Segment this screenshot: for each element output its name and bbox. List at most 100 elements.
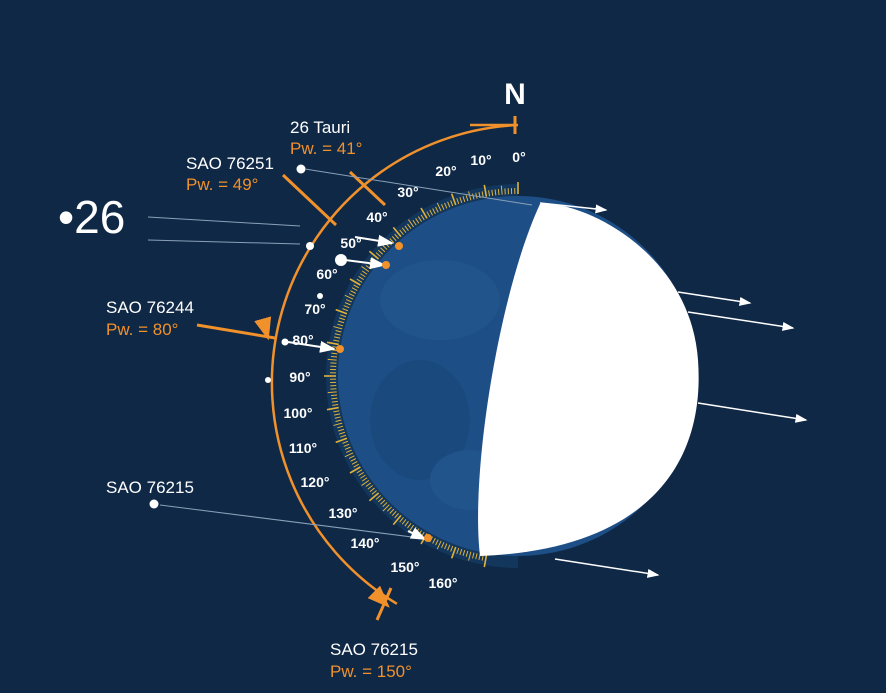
scale-tick [344, 452, 354, 458]
scale-tick [326, 406, 339, 411]
scale-tick [349, 278, 361, 286]
scale-tick [337, 323, 344, 327]
deg-label-20: 20° [435, 163, 456, 179]
scale-tick [468, 551, 472, 561]
scale-tick [488, 190, 491, 197]
scale-tick [491, 189, 494, 196]
scale-tick [377, 497, 384, 503]
scale-tick [335, 419, 342, 422]
scale-tick [340, 314, 347, 318]
deg-label-60: 60° [316, 266, 337, 282]
star-dot-26-tauri [296, 164, 306, 174]
star-dot-sao-76251 [306, 242, 314, 250]
scale-tick [441, 542, 445, 548]
scale-tick [340, 434, 347, 438]
scale-tick [401, 519, 407, 525]
scale-tick [394, 513, 399, 519]
scale-tick [380, 247, 386, 253]
scale-tick [420, 214, 425, 221]
scale-tick [333, 326, 343, 330]
scale-tick [380, 499, 386, 505]
scale-tick [394, 233, 399, 239]
scale-tick [327, 358, 337, 361]
scale-tick [338, 428, 345, 432]
deg-label-0: 0° [512, 149, 525, 165]
scale-tick [497, 188, 500, 196]
deg-label-130: 130° [329, 505, 358, 521]
scale-tick [339, 431, 346, 435]
scale-tick [444, 543, 448, 550]
deg-label-120: 120° [301, 474, 330, 490]
scale-tick [483, 555, 488, 568]
scale-tick [382, 502, 388, 507]
scale-tick [365, 482, 372, 487]
orange-guide-arc [270, 123, 519, 605]
scale-tick [342, 308, 349, 312]
scale-tick [353, 284, 360, 289]
deg-label-110: 110° [289, 440, 317, 456]
scale-tick [483, 184, 488, 197]
scale-tick [429, 209, 434, 216]
scale-tick [351, 287, 358, 292]
scale-tick [337, 425, 344, 429]
pointer-sao-76215 [375, 587, 393, 621]
scale-tick [334, 413, 341, 416]
contact-point-150 [424, 534, 432, 542]
contact-point-80 [336, 345, 344, 353]
star-label-26-tauri: 26 Tauri [290, 118, 350, 137]
scale-tick [481, 191, 484, 198]
scale-tick [334, 333, 341, 336]
scale-tick [360, 273, 366, 278]
scale-tick [358, 275, 364, 280]
scale-tick [450, 193, 457, 206]
scale-tick [361, 477, 368, 482]
scale-tick [401, 227, 407, 233]
scale-tick [361, 266, 370, 273]
scale-tick [382, 504, 390, 512]
contact-point-41 [395, 242, 403, 250]
scale-tick [468, 191, 472, 201]
scale-tick [387, 506, 392, 512]
scale-tick [335, 308, 348, 315]
motion-arrow-sao-76244 [287, 340, 336, 353]
scale-tick [339, 317, 346, 321]
deg-label-50: 50° [340, 235, 361, 251]
scale-tick [332, 403, 339, 406]
scale-tick [436, 202, 442, 212]
scale-tick [391, 510, 397, 517]
scale-tick [361, 479, 370, 486]
scale-tick [459, 197, 463, 204]
scale-tick [447, 201, 451, 208]
scale-tick [334, 416, 341, 419]
scale-tick [338, 320, 345, 324]
scale-tick [361, 270, 368, 275]
scale-tick [377, 249, 384, 255]
scale-tick [415, 218, 420, 224]
scale-tick [350, 458, 357, 462]
scale-tick [407, 223, 412, 230]
scale-tick [494, 189, 497, 196]
reappear-arrow-3 [687, 311, 795, 331]
scale-tick [420, 207, 428, 219]
scale-tick [375, 495, 381, 500]
north-label: N [504, 78, 526, 111]
scale-tick [356, 278, 363, 283]
scale-tick [367, 485, 373, 490]
scale-tick [331, 400, 338, 403]
scale-tick [333, 410, 340, 413]
scale-tick [358, 472, 364, 477]
scale-tick [450, 545, 454, 552]
scale-tick [417, 216, 422, 222]
scale-tick [435, 539, 439, 546]
scale-tick [333, 422, 343, 426]
track-26-tauri [304, 168, 533, 206]
scale-tick [456, 547, 460, 554]
star-dot-small-2 [265, 377, 271, 383]
scale-tick [342, 440, 349, 444]
scale-tick [344, 294, 354, 300]
scale-tick [360, 474, 366, 479]
scale-tick [447, 544, 451, 551]
scale-tick [459, 548, 463, 555]
star-dot-26 [335, 254, 347, 266]
scale-tick [350, 290, 357, 294]
